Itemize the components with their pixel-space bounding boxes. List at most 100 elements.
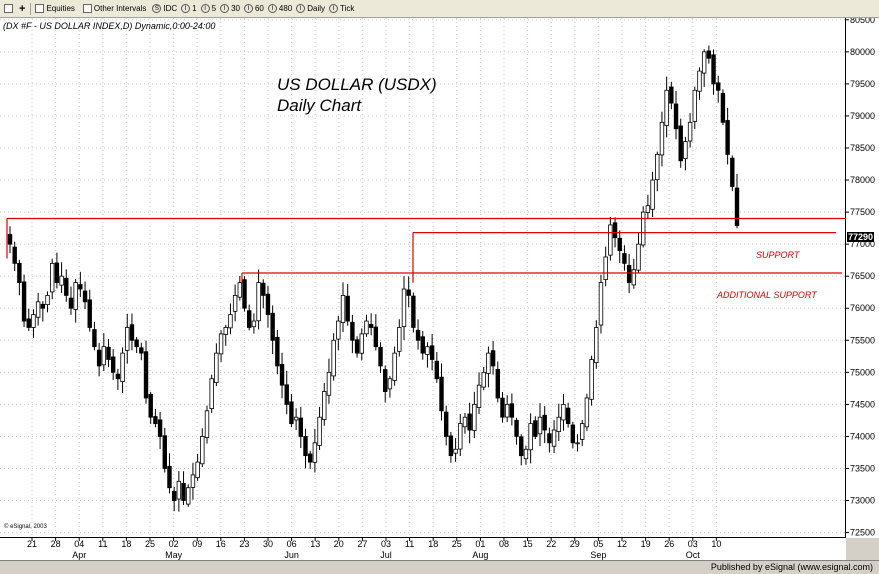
candle-body [40,303,46,309]
candle [636,232,641,274]
candle-body [17,262,22,284]
candle [139,342,144,361]
candle [565,402,571,428]
y-tick-label: 73000 [850,496,875,506]
interval-idc-button[interactable]: S IDC [152,4,177,13]
candle [195,453,200,481]
candle [350,314,355,354]
candle [21,274,27,327]
add-icon[interactable]: + [19,2,26,15]
candle-body [12,246,17,264]
candle [683,137,688,171]
candle-body [181,482,186,501]
candle-body [326,371,332,396]
interval-480-button[interactable]: I 480 [267,4,292,13]
candle [664,76,669,138]
x-tick-label: 15 [523,539,533,549]
candle [678,118,683,168]
candle-body [387,378,393,390]
candle [110,349,116,380]
y-tick-label: 75000 [850,367,875,377]
candle-body [701,51,707,74]
candle-body [265,293,271,316]
candle-body [261,282,266,296]
candle-body [298,417,303,437]
candle-body [228,314,233,329]
candle-body [664,89,669,126]
candle [242,276,247,312]
candle [415,319,421,350]
candle [551,420,557,454]
candle [59,262,64,293]
x-tick-label: 23 [239,539,249,549]
candle-body [397,327,402,352]
candle-body [415,329,421,341]
candle-body [669,86,674,104]
candle-body [687,121,693,142]
candle-body [401,288,407,327]
candle [368,313,374,336]
candle [617,230,622,264]
candle [448,431,454,463]
candle [425,342,430,368]
candle [115,368,121,390]
candle [167,453,172,494]
candle-body [92,329,97,348]
candle-body [364,320,369,335]
interval-30-button[interactable]: I 30 [220,4,240,13]
candle-body [500,397,505,418]
candle-body [303,436,308,457]
open-icon[interactable] [4,4,15,13]
candle-body [350,321,355,341]
candle [50,258,55,300]
candle-body [359,333,364,354]
candle [716,75,721,103]
candle [312,428,318,473]
candle-body [561,403,566,421]
candle-body [45,295,50,306]
candle-body [209,378,214,409]
y-tick-label: 79000 [850,111,875,121]
candle [340,282,346,333]
interval-tick-button[interactable]: I Tick [329,4,354,13]
candle [78,271,83,298]
candle-body [7,234,13,245]
candle [26,308,31,331]
candle [655,151,660,192]
equities-menu[interactable]: Equities [35,4,75,13]
candle-body [110,356,116,373]
candle-body [153,416,158,425]
x-tick-label: 02 [169,539,179,549]
candle [495,361,500,403]
candle [186,484,191,507]
interval-60-button[interactable]: I 60 [243,4,264,13]
candle-body [650,179,655,210]
candle [68,286,74,315]
candle [336,315,341,351]
candle-body [429,345,435,360]
candle [373,314,379,351]
x-tick-label: 04 [74,539,84,549]
candle-body [490,350,496,367]
interval-daily-button[interactable]: I Daily [296,4,325,13]
candle-body [336,320,341,340]
y-tick-label: 76500 [850,271,875,281]
candle [35,292,41,326]
candle-body [270,312,275,341]
other-intervals-menu[interactable]: Other Intervals [82,4,146,13]
candle [443,405,449,446]
candle [490,341,496,375]
chart-plot-area[interactable] [0,18,846,538]
candle [481,366,486,391]
candle-body [434,360,440,380]
candle-body [251,320,257,328]
candlestick-chart [0,18,846,538]
candle [148,391,153,424]
x-month-label: Sep [590,550,606,560]
candle-body [636,243,641,271]
candle-body [284,384,289,405]
candle-body [21,281,27,322]
